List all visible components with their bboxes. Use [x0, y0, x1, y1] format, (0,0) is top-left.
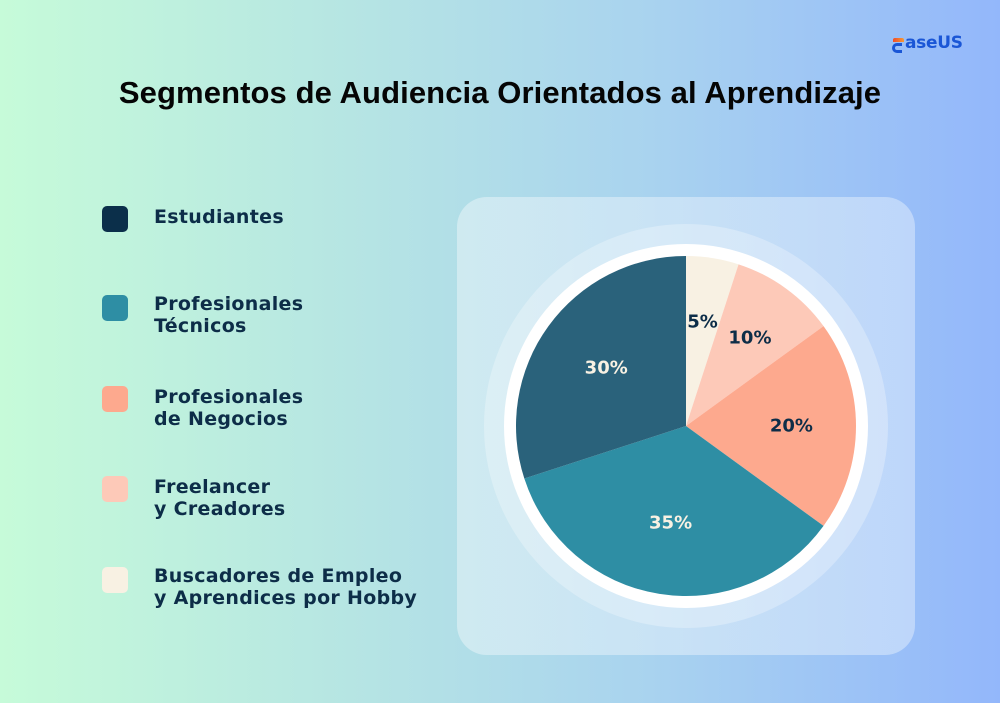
chart-title: Segmentos de Audiencia Orientados al Apr…	[118, 75, 882, 110]
legend-label: Profesionales de Negocios	[154, 386, 304, 430]
legend-swatch	[102, 295, 128, 321]
legend-swatch	[102, 206, 128, 232]
legend-label: Buscadores de Empleo y Aprendices por Ho…	[154, 565, 418, 609]
legend-label: Estudiantes	[154, 206, 284, 228]
easeus-logo-icon	[892, 36, 904, 53]
legend-label: Freelancer y Creadores	[154, 476, 286, 520]
legend-label: Profesionales Técnicos	[154, 293, 304, 337]
legend-swatch	[102, 476, 128, 502]
legend-swatch	[102, 567, 128, 593]
easeus-logo: aseUS	[892, 33, 963, 53]
legend-swatch	[102, 386, 128, 412]
chart-panel	[457, 197, 915, 655]
logo-text: aseUS	[905, 33, 963, 53]
